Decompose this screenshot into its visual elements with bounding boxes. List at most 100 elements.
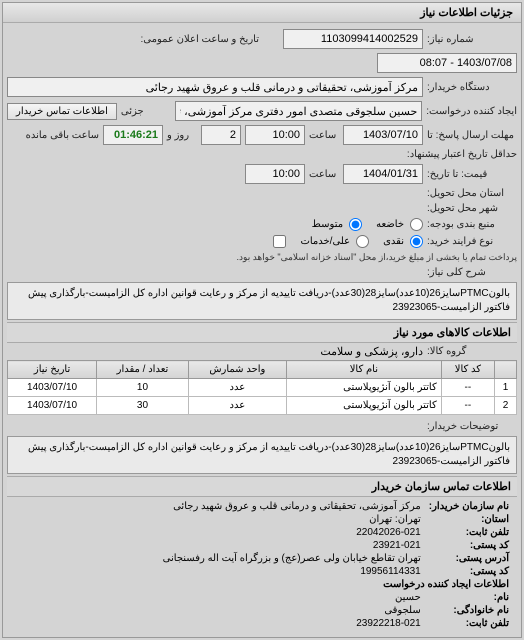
row-goods-group: گروه کالا: دارو، پزشکی و سلامت (7, 343, 517, 360)
cell: -- (441, 397, 494, 415)
postal-value: 23921-021 (15, 540, 421, 551)
validity-date-input (343, 164, 423, 184)
row-buyer-notes: توضیحات خریدار: بالونPTMCسایز26(10عدد)سا… (7, 419, 517, 476)
deadline-date-input (343, 125, 423, 145)
postal-label: کد پستی: (429, 540, 509, 551)
goods-table: کد کالا نام کالا واحد شمارش تعداد / مقدا… (7, 360, 517, 415)
contact-button[interactable]: اطلاعات تماس خریدار (7, 103, 117, 120)
th-5: تاریخ نیاز (8, 361, 97, 379)
payment-note: پرداخت تمام یا بخشی از مبلغ خرید،از محل … (237, 252, 517, 263)
budget-radio-other[interactable] (349, 218, 362, 231)
payment-note-checkbox[interactable] (273, 235, 286, 248)
goods-group-label: گروه کالا: (427, 346, 517, 357)
remaining-suffix: ساعت باقی مانده (26, 130, 99, 141)
budget-tax-label: خاضعه (376, 219, 404, 230)
family-label: نام خانوادگی: (429, 605, 509, 616)
phone-value: 22042026-021 (15, 527, 421, 538)
cell: 1403/07/10 (8, 379, 97, 397)
cls-value: 19956114331 (15, 566, 421, 577)
time-label-1: ساعت (309, 130, 339, 141)
validity-time-input (245, 164, 305, 184)
payment-cash-label: نقدی (383, 236, 404, 247)
budget-radio-tax[interactable] (410, 218, 423, 231)
cell: 1403/07/10 (8, 397, 97, 415)
cell: 30 (97, 397, 189, 415)
cell: 1 (495, 379, 517, 397)
table-row: 1 -- کاتتر بالون آنژیوپلاستی عدد 10 1403… (8, 379, 517, 397)
row-desc: شرح کلی نیاز: بالونPTMCسایز26(10عدد)سایز… (7, 265, 517, 322)
row-validity: قیمت: تا تاریخ: ساعت (7, 162, 517, 186)
partial-label: جزئی (121, 106, 171, 117)
delivery-city-label: شهر محل تحویل: (427, 203, 517, 214)
address-label: آدرس پستی: (429, 553, 509, 564)
delivery-state-label: استان محل تحویل: (427, 188, 517, 199)
th-4: تعداد / مقدار (97, 361, 189, 379)
table-header-row: کد کالا نام کالا واحد شمارش تعداد / مقدا… (8, 361, 517, 379)
payment-radio-credit[interactable] (356, 235, 369, 248)
deadline-time-input (245, 125, 305, 145)
budget-label: منبع بندی بودجه: (427, 219, 517, 230)
creator2-label: اطلاعات ایجاد کننده درخواست (15, 579, 509, 590)
announce-label: تاریخ و ساعت اعلان عمومی: (141, 34, 260, 45)
deadline-label: مهلت ارسال پاسخ: تا (427, 130, 517, 141)
province-value: تهران: تهران (15, 514, 421, 525)
goods-group-value: دارو، پزشکی و سلامت (320, 345, 423, 358)
row-delivery-state: استان محل تحویل: (7, 186, 517, 201)
th-3: واحد شمارش (188, 361, 286, 379)
validity-label: حداقل تاریخ اعتبار پیشنهاد: (407, 149, 517, 160)
row-budget: منبع بندی بودجه: خاضعه متوسط (7, 216, 517, 233)
th-1: کد کالا (441, 361, 494, 379)
row-creator: ایجاد کننده درخواست: جزئی اطلاعات تماس خ… (7, 99, 517, 123)
name-label: نام: (429, 592, 509, 603)
org-section-title: اطلاعات تماس سازمان خریدار (7, 476, 517, 497)
remaining-time-input (103, 125, 163, 145)
cell: کاتتر بالون آنژیوپلاستی (286, 379, 441, 397)
desc-box: بالونPTMCسایز26(10عدد)سایز28(30عدد)-دریا… (7, 282, 517, 320)
org-info-grid: نام سازمان خریدار: مرکز آموزشی، تحقیقاتی… (7, 497, 517, 633)
remaining-days-input (201, 125, 241, 145)
creator-input (175, 101, 422, 121)
payment-radio-cash[interactable] (410, 235, 423, 248)
budget-other-label: متوسط (312, 219, 343, 230)
cell: عدد (188, 379, 286, 397)
th-2: نام کالا (286, 361, 441, 379)
org-name-label: نام سازمان خریدار: (429, 501, 509, 512)
th-0 (495, 361, 517, 379)
buyer-org-input (7, 77, 423, 97)
address-value: تهران تقاطع خیابان ولی عصر(عج) و بزرگراه… (15, 553, 421, 564)
row-payment: نوع فرایند خرید: نقدی علی/خدمات پرداخت ت… (7, 233, 517, 265)
row-delivery-city: شهر محل تحویل: (7, 201, 517, 216)
name-value: حسین (15, 592, 421, 603)
phone2-value: 23922218-021 (15, 618, 421, 629)
row-validity-label: حداقل تاریخ اعتبار پیشنهاد: (7, 147, 517, 162)
payment-label: نوع فرایند خرید: (427, 236, 517, 247)
creator-label: ایجاد کننده درخواست: (426, 106, 517, 117)
cell: 2 (495, 397, 517, 415)
remaining-days-label: روز و (167, 130, 197, 141)
table-row: 2 -- کاتتر بالون آنژیوپلاستی عدد 30 1403… (8, 397, 517, 415)
panel-title: جزئیات اطلاعات نیاز (3, 3, 521, 23)
row-deadline: مهلت ارسال پاسخ: تا ساعت روز و ساعت باقی… (7, 123, 517, 147)
announce-input (377, 53, 517, 73)
cell: 10 (97, 379, 189, 397)
buyer-notes-label: توضیحات خریدار: (427, 421, 517, 432)
goods-section-title: اطلاعات کالاهای مورد نیاز (7, 322, 517, 343)
main-panel: جزئیات اطلاعات نیاز شماره نیاز: تاریخ و … (2, 2, 522, 638)
request-number-label: شماره نیاز: (427, 34, 517, 45)
desc-label: شرح کلی نیاز: (427, 267, 517, 278)
payment-credit-label: علی/خدمات (300, 236, 350, 247)
panel-body: شماره نیاز: تاریخ و ساعت اعلان عمومی: دس… (3, 23, 521, 637)
cls-label: کد پستی: (429, 566, 509, 577)
validity-to-label: قیمت: تا تاریخ: (427, 169, 517, 180)
org-name-value: مرکز آموزشی، تحقیقاتی و درمانی قلب و عرو… (15, 501, 421, 512)
buyer-notes-box: بالونPTMCسایز26(10عدد)سایز28(30عدد)-دریا… (7, 436, 517, 474)
buyer-org-label: دستگاه خریدار: (427, 82, 517, 93)
phone2-label: تلفن ثابت: (429, 618, 509, 629)
cell: کاتتر بالون آنژیوپلاستی (286, 397, 441, 415)
phone-label: تلفن ثابت: (429, 527, 509, 538)
cell: عدد (188, 397, 286, 415)
family-value: سلجوقی (15, 605, 421, 616)
cell: -- (441, 379, 494, 397)
province-label: استان: (429, 514, 509, 525)
row-buyer-org: دستگاه خریدار: (7, 75, 517, 99)
